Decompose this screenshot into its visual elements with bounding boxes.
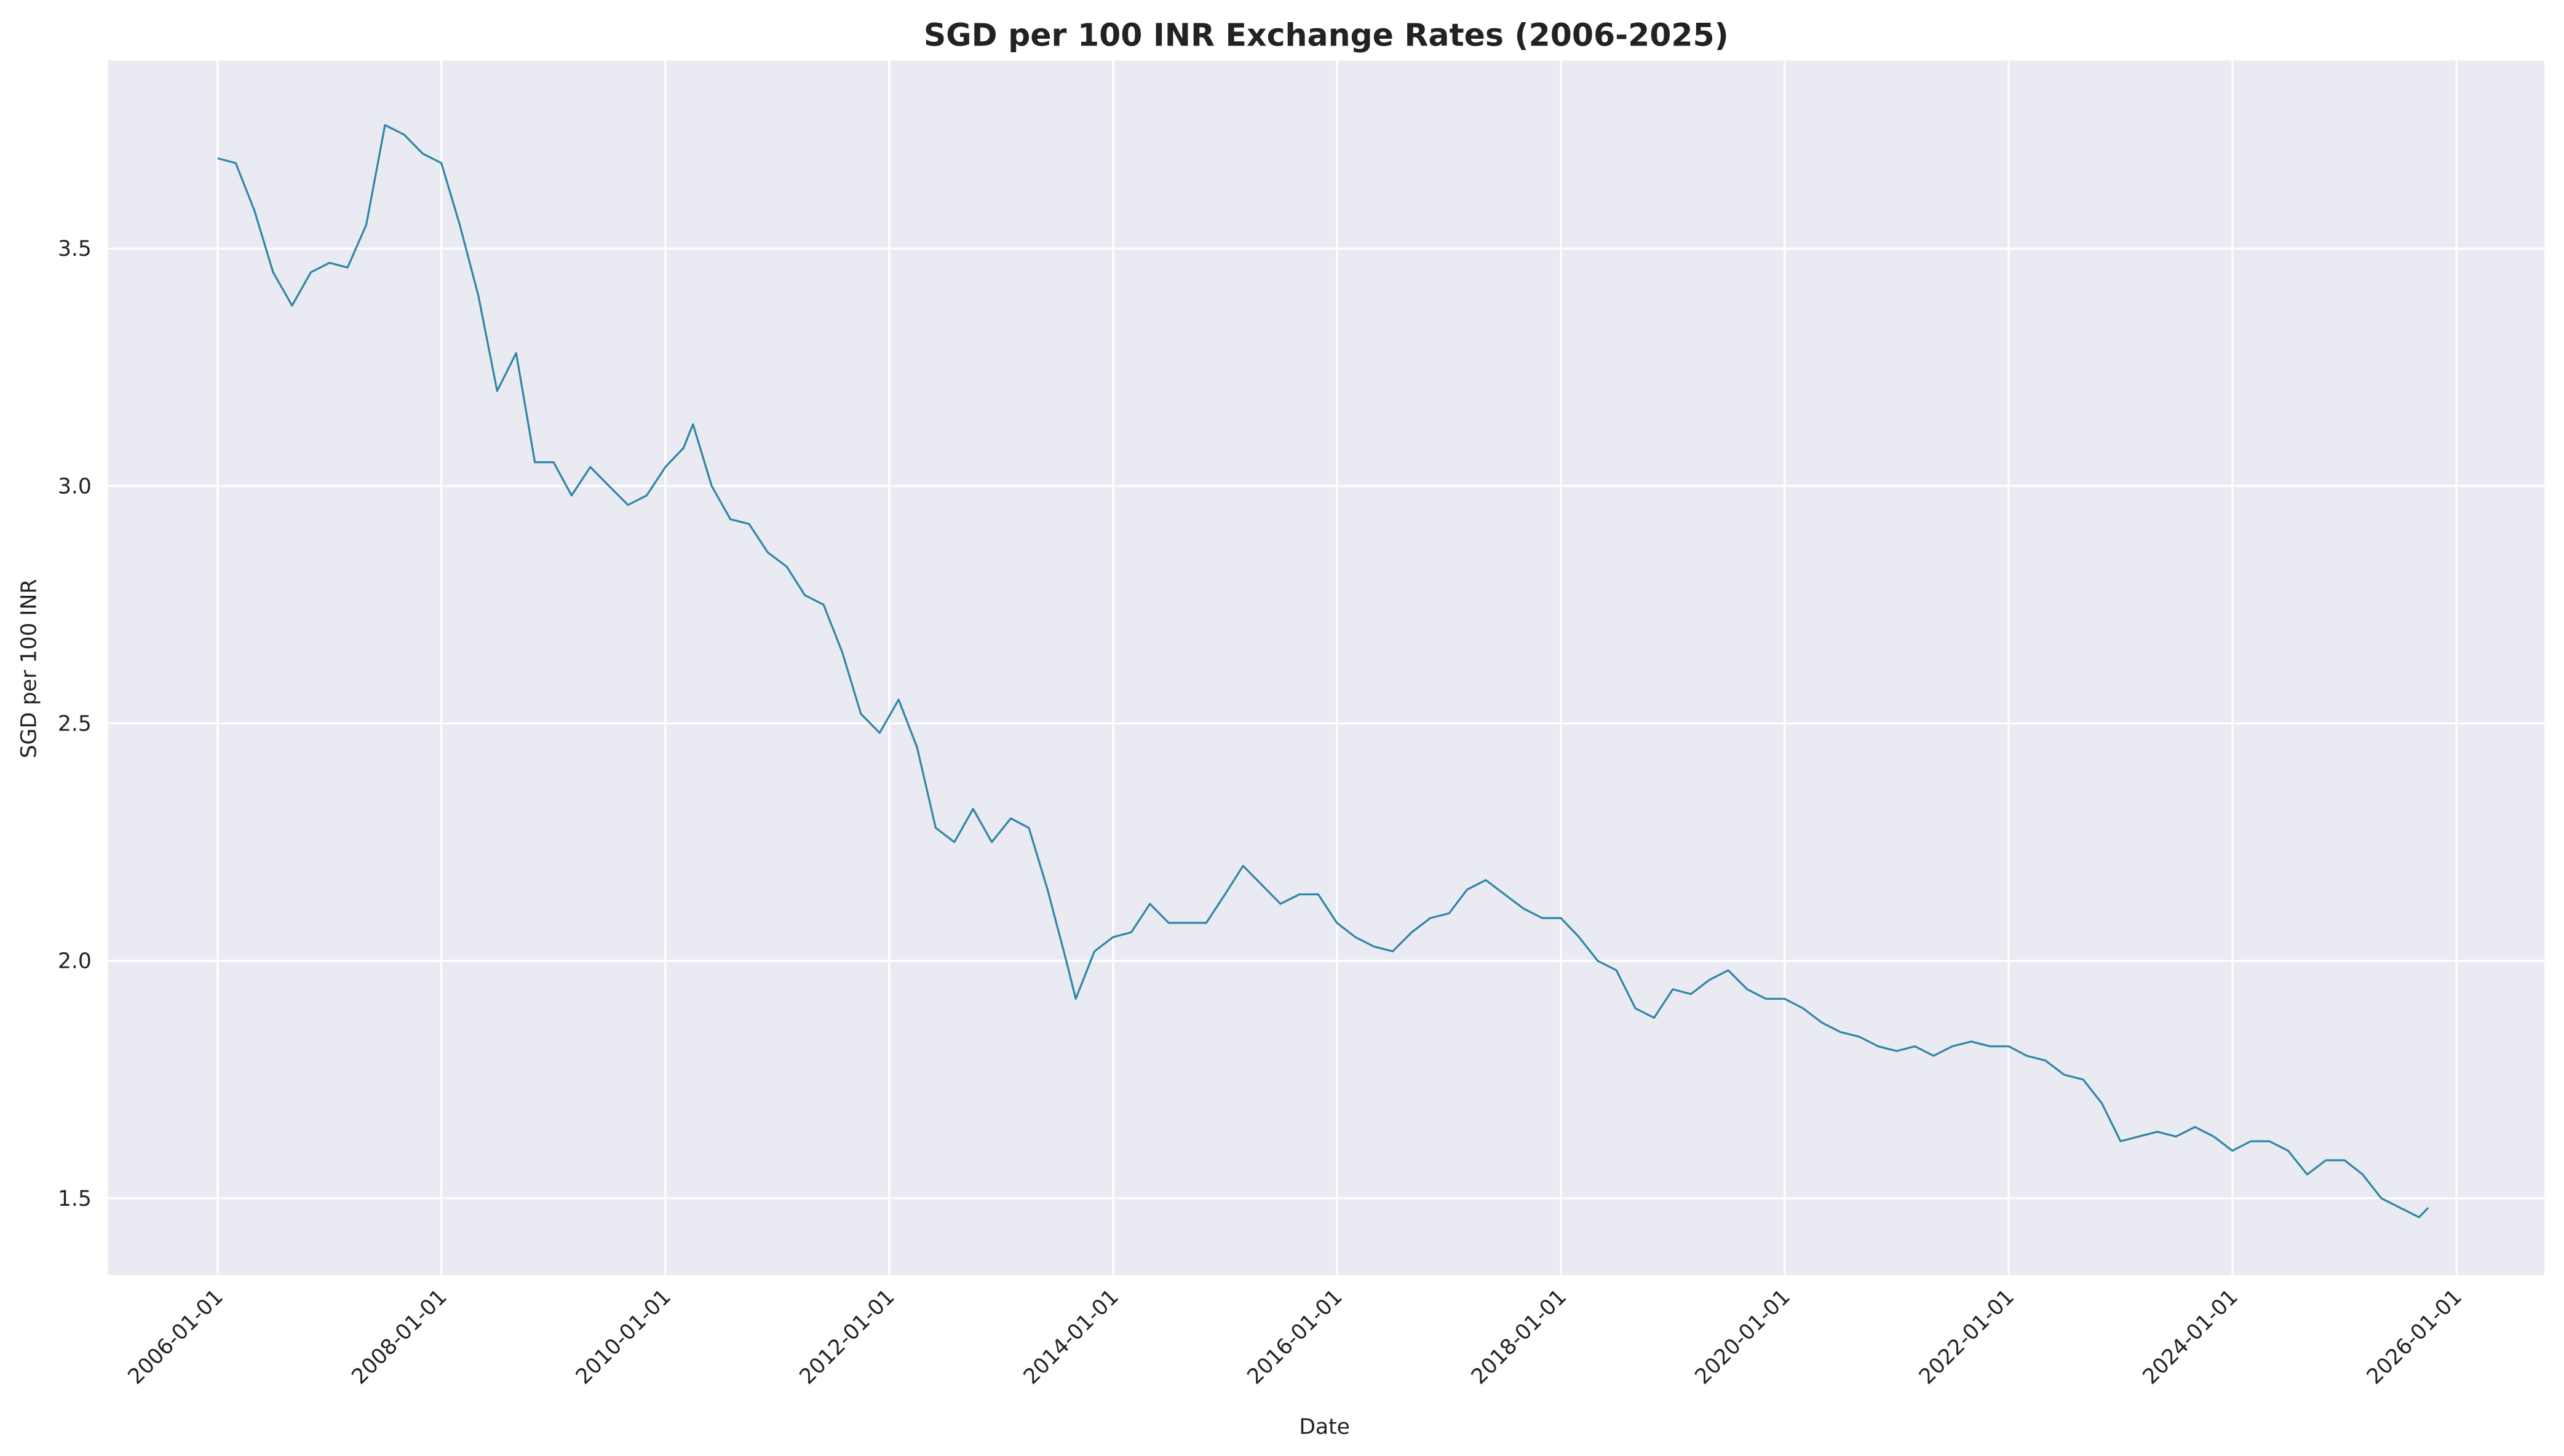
chart-title: SGD per 100 INR Exchange Rates (2006-202… (924, 17, 1729, 53)
y-tick-label: 2.5 (58, 711, 92, 736)
x-tick-label: 2020-01-01 (1691, 1284, 1795, 1389)
x-tick-label: 2006-01-01 (124, 1284, 228, 1389)
grid (108, 60, 2545, 1275)
x-tick-label: 2018-01-01 (1467, 1284, 1571, 1389)
plot-area (108, 60, 2545, 1275)
x-tick-label: 2024-01-01 (2138, 1284, 2243, 1389)
x-tick-label: 2010-01-01 (571, 1284, 676, 1389)
y-tick-label: 2.0 (58, 949, 92, 974)
y-axis-label: SGD per 100 INR (17, 579, 41, 759)
y-tick-label: 3.5 (58, 237, 92, 261)
x-tick-label: 2026-01-01 (2362, 1284, 2467, 1389)
line (217, 124, 2429, 1219)
marks (217, 124, 2429, 1219)
x-tick-label: 2016-01-01 (1242, 1284, 1347, 1389)
x-tick-label: 2012-01-01 (795, 1284, 899, 1389)
x-tick-label: 2022-01-01 (1915, 1284, 2019, 1389)
x-tick-label: 2014-01-01 (1019, 1284, 1124, 1389)
y-tick-label: 3.0 (58, 474, 92, 499)
y-tick-label: 1.5 (58, 1187, 92, 1211)
x-axis-label: Date (1299, 1415, 1350, 1439)
x-tick-label: 2008-01-01 (347, 1284, 451, 1389)
